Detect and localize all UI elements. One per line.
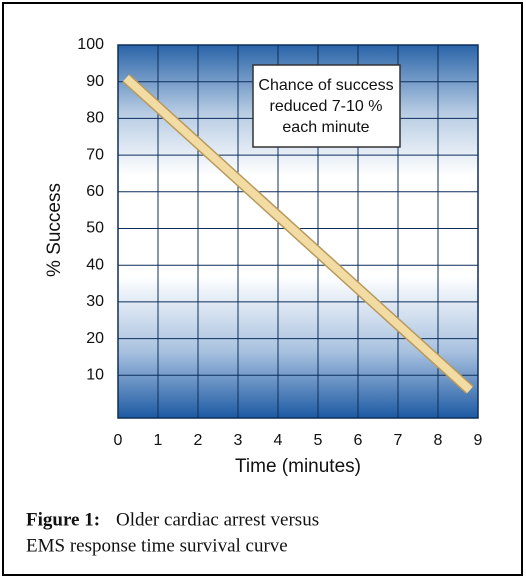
y-axis-label: % Success bbox=[44, 183, 65, 277]
y-tick-label: 50 bbox=[86, 220, 104, 237]
x-tick-label: 2 bbox=[194, 432, 203, 449]
x-tick-label: 5 bbox=[314, 432, 323, 449]
annotation-line: each minute bbox=[282, 119, 369, 136]
x-axis-label: Time (minutes) bbox=[235, 456, 361, 477]
caption-label: Figure 1: bbox=[26, 509, 100, 530]
x-tick-label: 3 bbox=[234, 432, 243, 449]
y-tick-label: 10 bbox=[86, 367, 104, 384]
x-tick-label: 0 bbox=[114, 432, 123, 449]
y-tick-label: 60 bbox=[86, 183, 104, 200]
x-tick-label: 8 bbox=[434, 432, 443, 449]
x-tick-label: 4 bbox=[274, 432, 283, 449]
y-tick-label: 100 bbox=[77, 36, 104, 53]
annotation-line: Chance of success bbox=[258, 77, 393, 94]
y-tick-label: 70 bbox=[86, 146, 104, 163]
y-tick-label: 90 bbox=[86, 73, 104, 90]
x-tick-label: 6 bbox=[354, 432, 363, 449]
y-tick-label: 30 bbox=[86, 293, 104, 310]
caption-text: Older cardiac arrest versus bbox=[116, 509, 319, 530]
annotation-line: reduced 7-10 % bbox=[270, 98, 383, 115]
y-tick-label: 80 bbox=[86, 110, 104, 127]
annotation-box bbox=[252, 64, 401, 148]
y-tick-label: 40 bbox=[86, 256, 104, 273]
x-tick-label: 9 bbox=[474, 432, 483, 449]
caption-text: EMS response time survival curve bbox=[26, 535, 288, 556]
x-tick-label: 1 bbox=[154, 432, 163, 449]
line bbox=[123, 75, 473, 393]
y-tick-label: 20 bbox=[86, 330, 104, 347]
x-tick-label: 7 bbox=[394, 432, 403, 449]
